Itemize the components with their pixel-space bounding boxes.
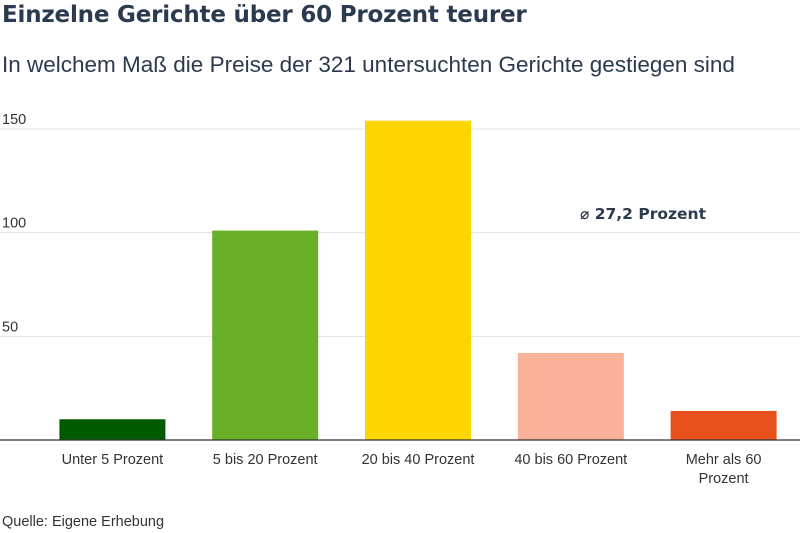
y-tick-label: 150 <box>2 112 26 128</box>
bar <box>670 410 777 440</box>
x-tick-label: 40 bis 60 Prozent <box>514 452 627 468</box>
y-tick-label: 50 <box>2 319 18 335</box>
x-tick-label: 20 bis 40 Prozent <box>362 452 475 468</box>
x-tick-label: Unter 5 Prozent <box>62 452 164 468</box>
y-tick-label: 100 <box>2 216 26 232</box>
chart-subtitle: In welchem Maß die Preise der 321 unters… <box>2 52 735 77</box>
bar <box>59 419 166 440</box>
x-tick-label: Prozent <box>699 471 749 487</box>
bar <box>517 352 624 440</box>
x-tick-label: 5 bis 20 Prozent <box>213 452 318 468</box>
source-note: Quelle: Eigene Erhebung <box>2 514 165 530</box>
chart-title: Einzelne Gerichte über 60 Prozent teurer <box>2 2 527 28</box>
bar <box>365 120 471 440</box>
x-tick-label: Mehr als 60 <box>686 452 762 468</box>
average-annotation: ⌀ 27,2 Prozent <box>580 205 707 223</box>
bar <box>212 230 319 440</box>
